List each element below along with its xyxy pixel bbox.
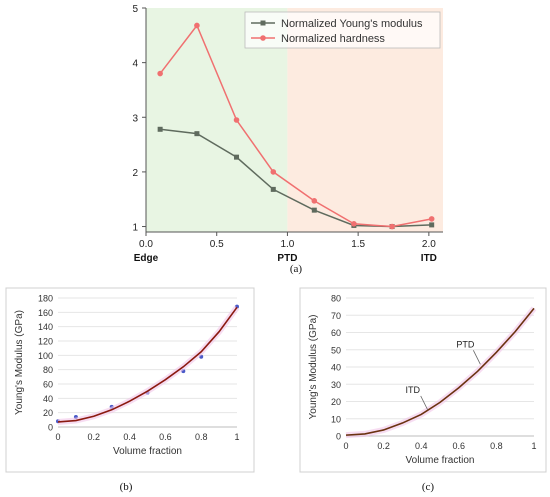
x-tick-label: 0.8 xyxy=(195,432,208,442)
data-point-modulus xyxy=(194,131,200,137)
x-tick-label: 1.5 xyxy=(351,239,365,250)
x-tick-label: 2.0 xyxy=(422,239,436,250)
y-tick-label: 60 xyxy=(43,380,53,390)
fit-curve xyxy=(57,306,238,423)
data-point-modulus xyxy=(234,154,240,160)
y-tick-label: 60 xyxy=(331,328,341,338)
x-tick-label: 0.2 xyxy=(377,441,390,451)
y-tick-label: 10 xyxy=(331,414,341,424)
fit-curve xyxy=(345,307,535,436)
annotation-label: ITD xyxy=(405,385,420,395)
y-tick-label: 40 xyxy=(331,363,341,373)
panel-c: 0 10 20 30 40 50 60 70 80 0 0.2 0.4 0.6 0.8 1 Volume fr… xyxy=(299,287,547,493)
region-label: ITD xyxy=(421,253,437,264)
y-tick-label: 0 xyxy=(48,423,53,433)
y-tick-label: 3 xyxy=(132,113,138,124)
x-tick-label: 1 xyxy=(234,432,239,442)
data-point-modulus xyxy=(429,222,435,228)
y-tick-label: 180 xyxy=(38,294,53,304)
data-point-hardness xyxy=(311,198,318,204)
x-axis-label: Volume fraction xyxy=(113,446,182,457)
region-label: PTD xyxy=(277,253,297,264)
data-point-hardness xyxy=(233,117,240,123)
data-point-hardness xyxy=(270,169,277,175)
x-tick-label: 0.8 xyxy=(490,441,503,451)
panel-label: (a) xyxy=(290,263,303,275)
y-axis-label: Young's Modulus (GPa) xyxy=(14,310,25,415)
y-tick-label: 4 xyxy=(132,59,138,70)
x-tick-label: 0 xyxy=(343,441,348,451)
y-tick-label: 50 xyxy=(331,345,341,355)
data-point-hardness xyxy=(351,221,357,227)
legend-box xyxy=(244,11,441,49)
x-tick-label: 0.6 xyxy=(159,432,172,442)
y-axis-label: Young's Modulus (GPa) xyxy=(308,315,319,420)
legend-entry-1: Normalized hardness xyxy=(281,33,385,45)
panel-label: (c) xyxy=(422,481,435,493)
panel-a: 0.0 0.5 1.0 1.5 2.0 1 2 3 4 5 Edge PTD ITD Normalized… xyxy=(132,4,443,275)
panel-label: (b) xyxy=(120,481,133,493)
y-tick-label: 20 xyxy=(331,397,341,407)
data-point-hardness xyxy=(428,216,435,222)
data-point-hardness xyxy=(389,223,395,230)
y-tick-label: 40 xyxy=(43,394,53,404)
y-tick-label: 120 xyxy=(38,337,53,347)
x-tick-label: 0.2 xyxy=(88,432,101,442)
data-point-hardness xyxy=(194,22,200,29)
x-tick-label: 1.0 xyxy=(280,239,294,250)
chart-frame xyxy=(299,287,547,473)
y-tick-label: 80 xyxy=(331,294,341,304)
series-line-1 xyxy=(159,23,432,228)
x-tick-label: 0.0 xyxy=(139,239,153,250)
y-tick-label: 1 xyxy=(132,223,138,234)
y-tick-label: 5 xyxy=(132,4,138,15)
y-tick-label: 80 xyxy=(43,365,53,375)
x-tick-label: 1 xyxy=(531,441,536,451)
x-tick-label: 0.4 xyxy=(415,441,428,451)
y-tick-label: 100 xyxy=(38,351,53,361)
y-tick-label: 0 xyxy=(336,432,341,442)
data-point-modulus xyxy=(311,207,317,213)
y-tick-label: 20 xyxy=(43,408,53,418)
annotation-leader xyxy=(420,395,429,411)
region-label: Edge xyxy=(134,253,159,264)
y-tick-label: 2 xyxy=(132,168,138,179)
y-tick-label: 30 xyxy=(331,380,341,390)
legend-marker-1 xyxy=(260,35,266,41)
data-point-modulus xyxy=(157,126,163,132)
y-tick-label: 140 xyxy=(38,322,53,332)
y-tick-label: 70 xyxy=(331,311,341,321)
y-tick-label: 160 xyxy=(38,308,53,318)
legend-marker-0 xyxy=(260,20,266,26)
data-point-modulus xyxy=(270,186,276,192)
chart-frame xyxy=(5,287,255,473)
panel-b: 0 20 40 60 80 100 120 140 160 180 0 0.2 0.4 0.6 0.8 1 Vo… xyxy=(5,287,255,493)
x-tick-label: 0.4 xyxy=(123,432,136,442)
data-point-hardness xyxy=(157,70,163,77)
x-tick-label: 0.6 xyxy=(453,441,466,451)
x-axis-label: Volume fraction xyxy=(406,455,475,466)
annotation-leader xyxy=(473,350,481,365)
annotation-label: PTD xyxy=(456,339,475,349)
legend-entry-0: Normalized Young's modulus xyxy=(281,18,423,30)
x-tick-label: 0 xyxy=(55,432,60,442)
x-tick-label: 0.5 xyxy=(210,239,224,250)
